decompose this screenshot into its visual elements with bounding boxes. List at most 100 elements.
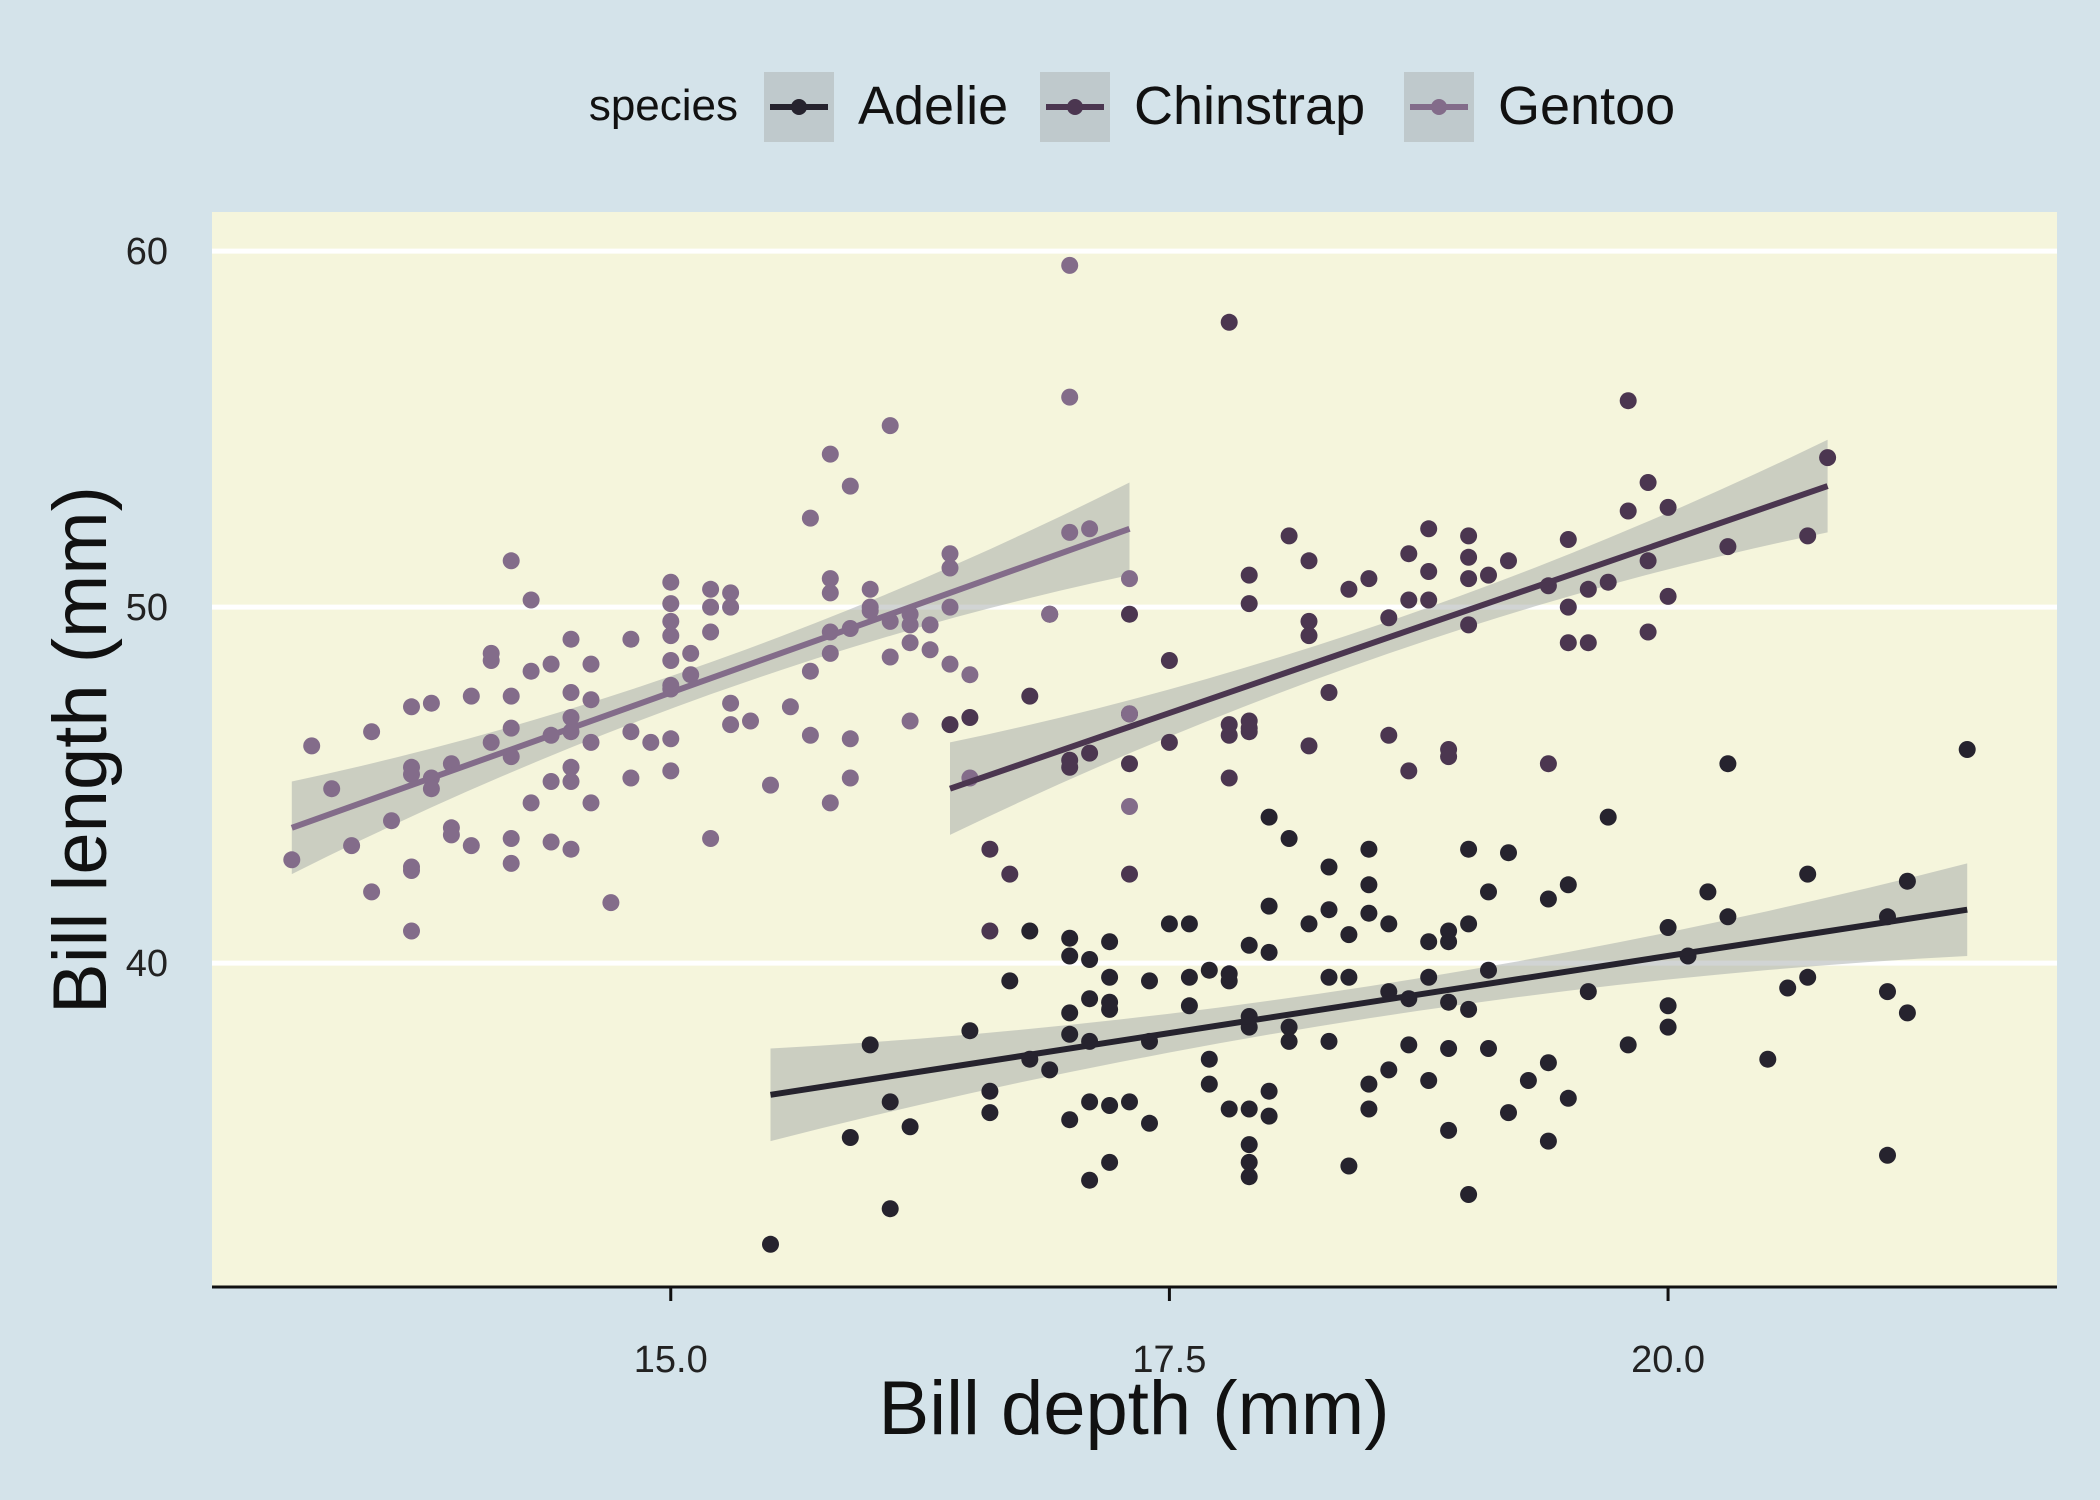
point-adelie <box>1240 936 1258 954</box>
point-gentoo <box>502 830 520 847</box>
point-adelie <box>1380 915 1398 933</box>
point-chinstrap <box>1799 527 1817 545</box>
point-chinstrap <box>1300 627 1318 645</box>
point-gentoo <box>702 580 720 598</box>
point-chinstrap <box>1719 538 1737 556</box>
point-adelie <box>1340 926 1358 944</box>
y-axis-ticks: 40 50 60 <box>126 231 168 985</box>
point-gentoo <box>762 776 779 794</box>
point-gentoo <box>682 644 700 662</box>
point-adelie <box>981 1104 999 1122</box>
point-adelie <box>1879 983 1896 1001</box>
point-adelie <box>1260 897 1278 915</box>
point-adelie <box>1061 1025 1079 1043</box>
fit-line-adelie <box>770 906 1968 1098</box>
point-adelie <box>1400 1036 1418 1054</box>
point-chinstrap <box>961 709 979 726</box>
point-gentoo <box>961 666 979 684</box>
point-adelie <box>1240 1136 1258 1154</box>
x-tick-label: 15.0 <box>634 1339 708 1381</box>
point-adelie <box>1480 1040 1497 1057</box>
point-gentoo <box>642 733 660 751</box>
point-chinstrap <box>1420 563 1438 580</box>
point-chinstrap <box>1300 737 1318 755</box>
x-axis-title: Bill depth (mm) <box>879 1366 1390 1451</box>
point-gentoo <box>562 758 580 776</box>
legend-item-chinstrap: Chinstrap <box>1040 72 1365 142</box>
point-adelie <box>1360 1075 1378 1093</box>
point-adelie <box>1200 1050 1218 1068</box>
point-chinstrap <box>1420 591 1438 609</box>
point-gentoo <box>861 598 879 616</box>
point-adelie <box>1260 1082 1278 1100</box>
point-gentoo <box>682 666 700 684</box>
point-adelie <box>1101 933 1119 951</box>
point-chinstrap <box>1240 719 1258 737</box>
point-chinstrap <box>981 840 999 858</box>
legend-item-gentoo: Gentoo <box>1404 72 1675 142</box>
point-adelie <box>1200 961 1218 979</box>
point-adelie <box>1719 755 1737 773</box>
point-chinstrap <box>1300 612 1318 630</box>
point-chinstrap <box>1639 623 1657 641</box>
point-gentoo <box>801 509 819 527</box>
point-chinstrap <box>1400 545 1418 563</box>
point-chinstrap <box>1240 566 1258 584</box>
point-chinstrap <box>1001 865 1019 883</box>
point-adelie <box>1081 951 1099 968</box>
point-adelie <box>1180 997 1198 1015</box>
point-gentoo <box>662 573 680 591</box>
point-adelie <box>1579 983 1597 1001</box>
point-adelie <box>861 1036 879 1054</box>
point-adelie <box>1320 858 1338 876</box>
point-adelie <box>1460 840 1478 858</box>
point-adelie <box>1340 968 1358 986</box>
point-adelie <box>1260 808 1278 826</box>
point-adelie <box>1001 972 1019 990</box>
point-gentoo <box>502 719 520 737</box>
point-adelie <box>1380 1061 1398 1079</box>
x-tick-label: 20.0 <box>1631 1339 1705 1381</box>
point-gentoo <box>562 840 580 858</box>
point-chinstrap <box>1340 580 1358 598</box>
point-gentoo <box>702 623 720 641</box>
point-adelie <box>1898 872 1916 890</box>
point-gentoo <box>662 627 680 645</box>
gridlines <box>212 248 2057 966</box>
point-gentoo <box>1081 520 1099 538</box>
point-gentoo <box>582 691 600 709</box>
point-gentoo <box>841 477 859 495</box>
point-adelie <box>1440 1121 1458 1139</box>
point-gentoo <box>323 780 341 798</box>
point-chinstrap <box>1460 570 1478 588</box>
point-gentoo <box>1121 570 1138 588</box>
point-adelie <box>1280 1018 1298 1036</box>
point-adelie <box>1081 1093 1099 1111</box>
point-chinstrap <box>1300 552 1318 570</box>
point-gentoo <box>941 545 959 563</box>
point-chinstrap <box>1400 591 1418 609</box>
point-gentoo <box>921 616 939 634</box>
point-gentoo <box>522 794 540 812</box>
point-adelie <box>1440 1040 1458 1057</box>
legend-label-adelie: Adelie <box>858 76 1008 136</box>
point-gentoo <box>622 723 640 741</box>
point-gentoo <box>622 630 640 648</box>
point-gentoo <box>482 644 500 662</box>
point-gentoo <box>582 733 600 751</box>
point-chinstrap <box>1559 634 1577 652</box>
point-adelie <box>1061 947 1079 965</box>
x-tick-label: 17.5 <box>1132 1339 1206 1381</box>
point-chinstrap <box>1061 751 1079 769</box>
point-gentoo <box>861 580 879 598</box>
point-gentoo <box>542 773 560 790</box>
point-adelie <box>881 1093 899 1111</box>
point-gentoo <box>881 648 899 666</box>
point-adelie <box>1879 1146 1896 1164</box>
point-chinstrap <box>1480 566 1497 584</box>
point-adelie <box>841 1129 859 1146</box>
fit-line-gentoo <box>290 525 1131 831</box>
point-chinstrap <box>1021 687 1039 705</box>
point-chinstrap <box>1619 502 1637 520</box>
